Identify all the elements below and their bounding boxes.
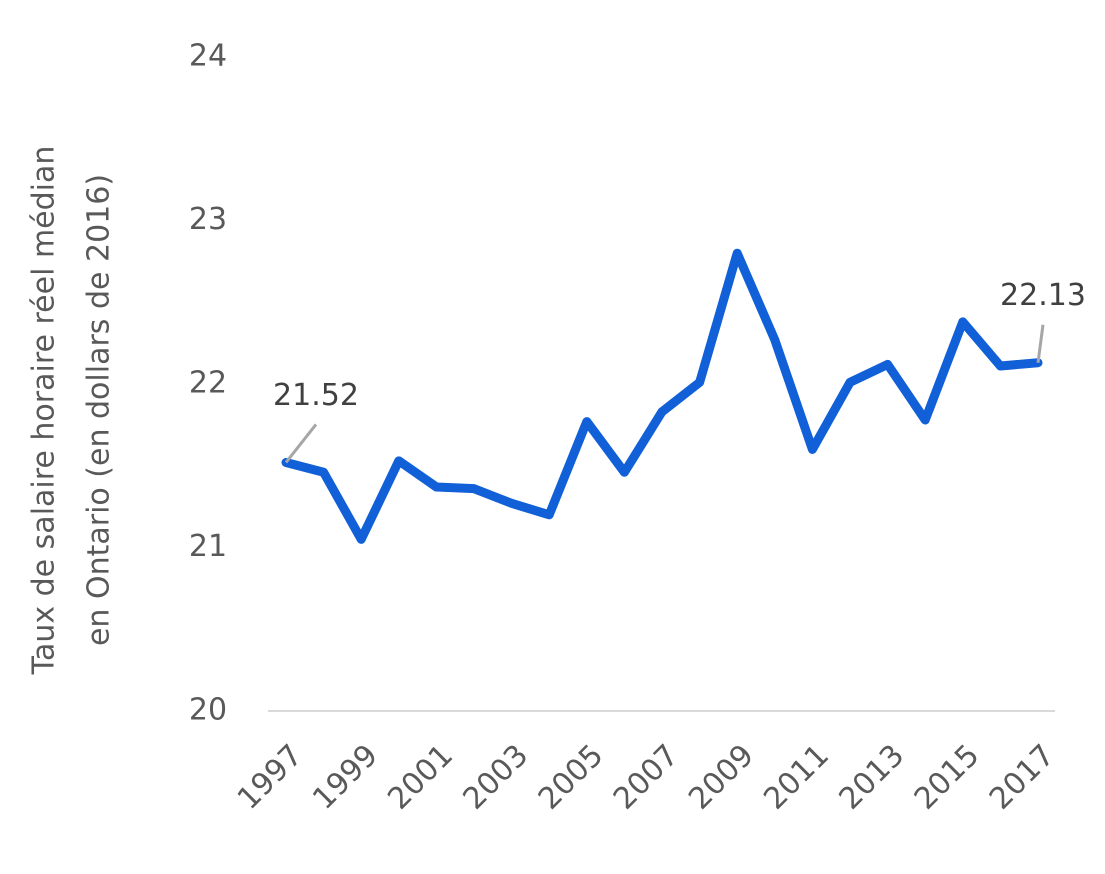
x-tick-label: 2007 — [607, 738, 686, 817]
x-tick-label: 2017 — [983, 738, 1062, 817]
x-tick-label: 2001 — [381, 738, 460, 817]
x-tick-label: 2015 — [908, 738, 987, 817]
data-label: 22.13 — [1000, 278, 1086, 313]
y-axis-label: en Ontario (en dollars de 2016) — [82, 174, 117, 646]
x-tick-label: 2009 — [682, 738, 761, 817]
x-tick-label: 1997 — [231, 738, 310, 817]
x-tick-label: 2011 — [757, 738, 836, 817]
leader-line — [1036, 324, 1045, 363]
x-tick-label: 2013 — [833, 738, 912, 817]
x-tick-label: 2005 — [532, 738, 611, 817]
y-tick-label: 22 — [189, 366, 227, 401]
y-tick-label: 24 — [189, 39, 227, 74]
y-tick-label: 23 — [189, 202, 227, 237]
data-label: 21.52 — [273, 378, 359, 413]
y-tick-label: 20 — [189, 693, 227, 728]
line — [281, 248, 1043, 544]
leader-line — [284, 423, 318, 464]
y-tick-label: 21 — [189, 529, 227, 564]
x-tick-label: 1999 — [306, 738, 385, 817]
y-axis-label: Taux de salaire horaire réel médian — [27, 146, 62, 676]
x-tick-label: 2003 — [457, 738, 536, 817]
